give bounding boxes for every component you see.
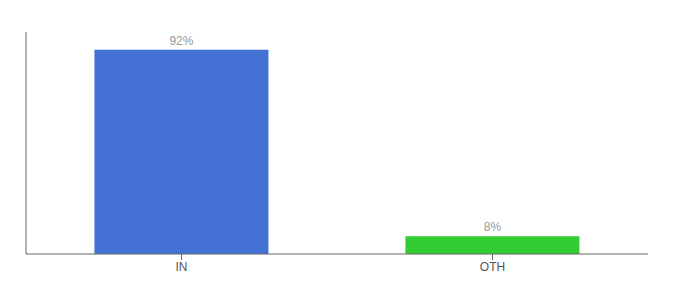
svg-text:OTH: OTH bbox=[480, 260, 505, 274]
svg-text:8%: 8% bbox=[484, 220, 502, 234]
svg-text:IN: IN bbox=[176, 260, 188, 274]
svg-text:92%: 92% bbox=[169, 34, 193, 48]
